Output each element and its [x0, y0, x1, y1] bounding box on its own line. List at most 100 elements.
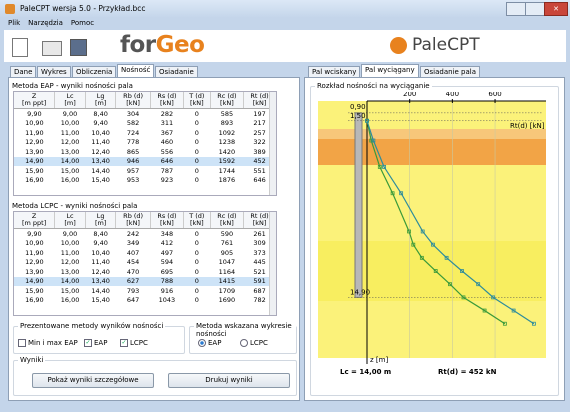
data-point [407, 229, 411, 234]
table-cell: 454 [126, 258, 140, 267]
minimize-button[interactable] [506, 2, 526, 16]
header-unit: [kN] [160, 99, 174, 107]
methods-group: Prezentowane metody wyników nośności Min… [13, 322, 185, 354]
table-cell: 724 [126, 128, 140, 137]
menu-item[interactable]: Plik [8, 19, 21, 27]
checkbox[interactable]: ✓ EAP [84, 339, 107, 347]
table-row[interactable]: 14,90 14,00 13,40 627 788 0 1415 591 [14, 276, 276, 286]
checkbox[interactable]: ✓ LCPC [120, 339, 148, 347]
table-cell: 687 [253, 286, 266, 295]
table-cell: 0 [194, 296, 199, 305]
maximize-button[interactable] [525, 2, 545, 16]
open-folder-icon[interactable] [42, 41, 62, 56]
table-row[interactable]: 15,90 15,00 14,40 957 787 0 1744 551 [14, 166, 276, 176]
table-row[interactable]: 13,90 13,00 12,40 470 695 0 1164 521 [14, 267, 276, 277]
header-row: Z [m ppt] Lc [m] Lg [m] Rb (d) [kN] Rs (d) [kN] T … [14, 212, 276, 229]
data-point [448, 282, 452, 287]
table-cell: 15,00 [60, 166, 80, 175]
data-point [371, 138, 376, 143]
table-cell: 470 [126, 267, 140, 276]
table-cell: 647 [126, 296, 140, 305]
data-point [461, 295, 466, 300]
table-row[interactable]: 12,90 12,00 11,40 454 594 0 1047 445 [14, 258, 276, 268]
radio[interactable]: EAP [198, 339, 221, 347]
column-header: Lc [m] [54, 212, 86, 229]
table-cell: 11,90 [25, 248, 44, 257]
data-point [482, 308, 487, 313]
table-cell: 10,00 [60, 239, 80, 248]
table-cell: 10,40 [91, 128, 110, 137]
table-row[interactable]: 14,90 14,00 13,40 946 646 0 1592 452 [14, 156, 276, 166]
group-title: Metoda wskazana wykresie nośności [194, 322, 296, 338]
x-tick-label: 600 [488, 92, 501, 98]
tab[interactable]: Wykres [37, 66, 71, 78]
table-cell: 14,40 [91, 286, 110, 295]
column-header: Rb (d) [kN] [115, 212, 151, 229]
tab[interactable]: Osiadanie pala [420, 66, 481, 78]
tab[interactable]: Osiadanie [155, 66, 198, 78]
table-cell: 10,90 [25, 239, 44, 248]
table-cell: 627 [115, 276, 151, 286]
table-cell: 242 [126, 229, 140, 238]
table-cell: 10,90 [25, 119, 44, 128]
header-name: Rb (d) [123, 92, 144, 100]
table-cell: 13,90 [25, 267, 44, 276]
table-cell: 13,40 [85, 156, 116, 166]
chart: 200 400 600 0,901,50 14,90 Rt(d) [kN] z [m] Lc … [318, 92, 546, 376]
logo-for: for [120, 32, 156, 58]
tab[interactable]: Nośność [117, 64, 155, 78]
table-cell: 695 [160, 267, 174, 276]
table-cell: 257 [253, 128, 266, 137]
header-unit: [kN] [189, 99, 204, 107]
table-row[interactable]: 16,90 16,00 15,40 953 923 0 1876 646 [14, 176, 276, 186]
menu-item[interactable]: Narzędzia [28, 19, 63, 27]
table-cell: 16,00 [60, 296, 80, 305]
tab[interactable]: Obliczenia [72, 66, 117, 78]
tab[interactable]: Dane [10, 66, 37, 78]
table-row[interactable]: 13,90 13,00 12,40 865 556 0 1420 389 [14, 147, 276, 157]
table-row[interactable]: 9,90 9,00 8,40 242 348 0 590 261 [14, 229, 276, 239]
table-cell: 14,90 [14, 156, 55, 166]
tab[interactable]: Pal wyciągany [361, 64, 419, 78]
column-header: Z [m ppt] [14, 92, 56, 109]
table-cell: 9,40 [93, 239, 108, 248]
column-header: Rt (d) [kN] [243, 92, 276, 109]
table-cell: 946 [115, 156, 151, 166]
table-row[interactable]: 11,90 11,00 10,40 724 367 0 1092 257 [14, 128, 276, 138]
print-button[interactable]: Drukuj wyniki [168, 373, 290, 388]
table-row[interactable]: 9,90 9,00 8,40 304 282 0 585 197 [14, 109, 276, 119]
column-header: Rs (d) [kN] [150, 212, 184, 229]
header-unit: [m] [64, 99, 76, 107]
table-cell: 8,40 [93, 109, 108, 118]
table-row[interactable]: 11,90 11,00 10,40 407 497 0 905 373 [14, 248, 276, 258]
scrollbar [269, 212, 276, 315]
data-point [502, 321, 507, 326]
column-header: T (d) [kN] [183, 212, 211, 229]
table-row[interactable]: 12,90 12,00 11,40 778 460 0 1238 322 [14, 138, 276, 148]
table-row[interactable]: 10,90 10,00 9,40 582 311 0 893 217 [14, 119, 276, 129]
menu-bar: Plik Narzędzia Pomoc [8, 19, 102, 29]
table-cell: 1092 [218, 128, 236, 137]
checkbox[interactable]: Min i max EAP [18, 339, 78, 347]
table-cell: 16,90 [25, 176, 44, 185]
column-header: Z [m ppt] [14, 212, 56, 229]
checkbox-box [18, 339, 26, 347]
table-cell: 0 [194, 128, 199, 137]
table-cell: 14,90 [14, 276, 55, 286]
table-cell: 9,90 [27, 109, 42, 118]
radio-box [198, 339, 206, 347]
close-button[interactable]: ✕ [544, 2, 568, 16]
table-cell: 1709 [218, 286, 236, 295]
menu-item[interactable]: Pomoc [70, 19, 95, 27]
lcpc-title: Metoda LCPC - wyniki nośności pala [12, 202, 138, 210]
table-row[interactable]: 16,90 16,00 15,40 647 1043 0 1690 782 [14, 296, 276, 306]
tab[interactable]: Pal wciskany [308, 66, 361, 78]
details-button[interactable]: Pokaż wyniki szczegółowe [32, 373, 154, 388]
new-file-icon[interactable] [12, 38, 28, 57]
table-row[interactable]: 10,90 10,00 9,40 349 412 0 761 309 [14, 239, 276, 249]
data-point [431, 242, 435, 247]
table-row[interactable]: 15,90 15,00 14,40 793 916 0 1709 687 [14, 286, 276, 296]
save-icon[interactable] [70, 39, 87, 56]
radio[interactable]: LCPC [240, 339, 268, 347]
table-cell: 594 [160, 258, 174, 267]
